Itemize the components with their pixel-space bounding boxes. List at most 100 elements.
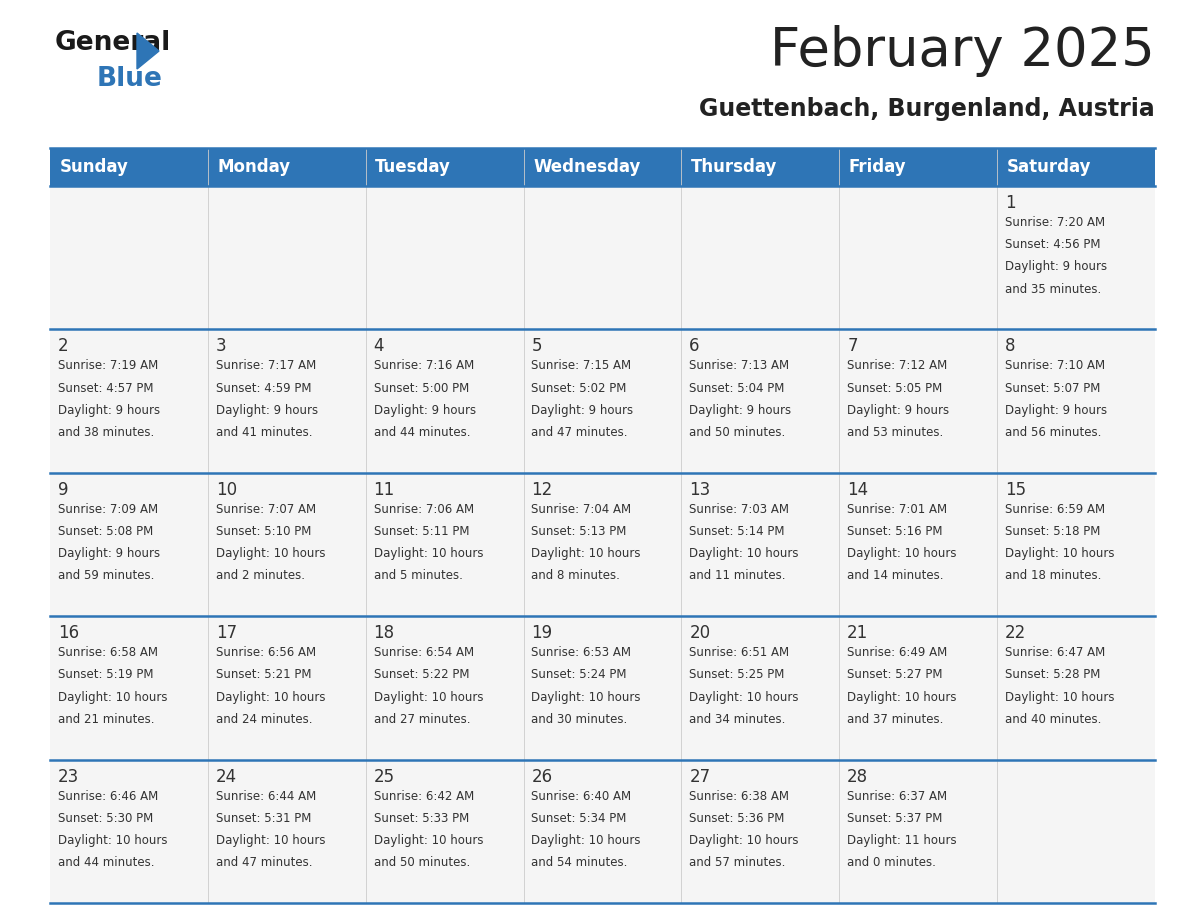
Text: and 27 minutes.: and 27 minutes.: [373, 713, 470, 726]
Text: Sunset: 5:34 PM: Sunset: 5:34 PM: [531, 812, 627, 825]
Text: 3: 3: [216, 338, 227, 355]
Bar: [997, 616, 1155, 759]
Bar: [997, 759, 1155, 903]
Text: Wednesday: Wednesday: [533, 158, 640, 176]
Text: and 56 minutes.: and 56 minutes.: [1005, 426, 1101, 439]
Text: Daylight: 10 hours: Daylight: 10 hours: [847, 547, 956, 560]
Text: Sunrise: 6:58 AM: Sunrise: 6:58 AM: [58, 646, 158, 659]
Text: and 34 minutes.: and 34 minutes.: [689, 713, 785, 726]
Text: Daylight: 10 hours: Daylight: 10 hours: [1005, 547, 1114, 560]
Text: Saturday: Saturday: [1006, 158, 1091, 176]
Bar: [524, 186, 682, 330]
Text: and 54 minutes.: and 54 minutes.: [531, 856, 627, 869]
Text: Sunset: 5:28 PM: Sunset: 5:28 PM: [1005, 668, 1100, 681]
Text: Sunrise: 7:09 AM: Sunrise: 7:09 AM: [58, 503, 158, 516]
Bar: [50, 186, 208, 330]
Text: Daylight: 10 hours: Daylight: 10 hours: [373, 547, 484, 560]
Bar: [839, 330, 997, 473]
Bar: [208, 759, 366, 903]
Text: Monday: Monday: [217, 158, 290, 176]
Text: Daylight: 10 hours: Daylight: 10 hours: [689, 690, 798, 704]
Text: 5: 5: [531, 338, 542, 355]
Bar: [524, 330, 682, 473]
Text: General: General: [55, 30, 171, 56]
Text: Daylight: 9 hours: Daylight: 9 hours: [58, 547, 160, 560]
Text: Daylight: 10 hours: Daylight: 10 hours: [58, 690, 168, 704]
Text: Sunrise: 7:01 AM: Sunrise: 7:01 AM: [847, 503, 947, 516]
Text: 24: 24: [216, 767, 236, 786]
Text: Sunrise: 7:16 AM: Sunrise: 7:16 AM: [373, 360, 474, 373]
Bar: [682, 330, 839, 473]
Text: Sunset: 5:18 PM: Sunset: 5:18 PM: [1005, 525, 1100, 538]
Text: Sunrise: 6:47 AM: Sunrise: 6:47 AM: [1005, 646, 1105, 659]
Text: 19: 19: [531, 624, 552, 643]
Text: and 50 minutes.: and 50 minutes.: [373, 856, 470, 869]
Text: Daylight: 9 hours: Daylight: 9 hours: [1005, 261, 1107, 274]
Text: Daylight: 9 hours: Daylight: 9 hours: [531, 404, 633, 417]
Text: and 2 minutes.: and 2 minutes.: [216, 569, 305, 583]
Text: and 8 minutes.: and 8 minutes.: [531, 569, 620, 583]
Text: and 38 minutes.: and 38 minutes.: [58, 426, 154, 439]
Bar: [839, 616, 997, 759]
Text: 10: 10: [216, 481, 236, 498]
Bar: [997, 330, 1155, 473]
Text: and 35 minutes.: and 35 minutes.: [1005, 283, 1101, 296]
Text: Sunday: Sunday: [59, 158, 128, 176]
Text: Sunset: 5:05 PM: Sunset: 5:05 PM: [847, 382, 942, 395]
Text: Sunset: 5:37 PM: Sunset: 5:37 PM: [847, 812, 942, 825]
Text: and 53 minutes.: and 53 minutes.: [847, 426, 943, 439]
Text: Daylight: 9 hours: Daylight: 9 hours: [847, 404, 949, 417]
Text: Sunrise: 6:44 AM: Sunrise: 6:44 AM: [216, 789, 316, 802]
Text: and 44 minutes.: and 44 minutes.: [58, 856, 154, 869]
Bar: [366, 473, 524, 616]
Text: and 44 minutes.: and 44 minutes.: [373, 426, 470, 439]
Bar: [50, 759, 208, 903]
Bar: [839, 186, 997, 330]
Text: and 40 minutes.: and 40 minutes.: [1005, 713, 1101, 726]
Text: 6: 6: [689, 338, 700, 355]
Text: Daylight: 10 hours: Daylight: 10 hours: [847, 690, 956, 704]
Text: 9: 9: [58, 481, 69, 498]
Text: and 47 minutes.: and 47 minutes.: [531, 426, 628, 439]
Text: Sunrise: 7:15 AM: Sunrise: 7:15 AM: [531, 360, 632, 373]
Text: Sunrise: 7:03 AM: Sunrise: 7:03 AM: [689, 503, 789, 516]
Text: Daylight: 10 hours: Daylight: 10 hours: [531, 547, 642, 560]
Text: Sunset: 4:59 PM: Sunset: 4:59 PM: [216, 382, 311, 395]
Text: Sunrise: 7:07 AM: Sunrise: 7:07 AM: [216, 503, 316, 516]
Bar: [839, 473, 997, 616]
Text: Sunset: 5:00 PM: Sunset: 5:00 PM: [373, 382, 469, 395]
Bar: [366, 186, 524, 330]
Text: Daylight: 10 hours: Daylight: 10 hours: [216, 690, 326, 704]
Text: Thursday: Thursday: [691, 158, 777, 176]
Text: 18: 18: [373, 624, 394, 643]
Text: Sunset: 5:36 PM: Sunset: 5:36 PM: [689, 812, 785, 825]
Text: Daylight: 9 hours: Daylight: 9 hours: [1005, 404, 1107, 417]
Text: 15: 15: [1005, 481, 1026, 498]
Text: Sunrise: 6:54 AM: Sunrise: 6:54 AM: [373, 646, 474, 659]
Text: Sunrise: 6:59 AM: Sunrise: 6:59 AM: [1005, 503, 1105, 516]
Text: Sunrise: 7:20 AM: Sunrise: 7:20 AM: [1005, 216, 1105, 229]
Text: Sunrise: 6:56 AM: Sunrise: 6:56 AM: [216, 646, 316, 659]
Text: 13: 13: [689, 481, 710, 498]
Text: Sunset: 5:25 PM: Sunset: 5:25 PM: [689, 668, 785, 681]
Text: Sunset: 5:11 PM: Sunset: 5:11 PM: [373, 525, 469, 538]
Bar: [839, 759, 997, 903]
Text: Sunset: 5:21 PM: Sunset: 5:21 PM: [216, 668, 311, 681]
Text: 8: 8: [1005, 338, 1016, 355]
Polygon shape: [137, 33, 159, 69]
Text: Sunrise: 6:51 AM: Sunrise: 6:51 AM: [689, 646, 790, 659]
Text: Sunset: 5:10 PM: Sunset: 5:10 PM: [216, 525, 311, 538]
Text: and 24 minutes.: and 24 minutes.: [216, 713, 312, 726]
Text: Sunset: 5:13 PM: Sunset: 5:13 PM: [531, 525, 627, 538]
Text: Sunset: 5:16 PM: Sunset: 5:16 PM: [847, 525, 943, 538]
Text: 27: 27: [689, 767, 710, 786]
Text: Daylight: 9 hours: Daylight: 9 hours: [689, 404, 791, 417]
Text: and 37 minutes.: and 37 minutes.: [847, 713, 943, 726]
Text: Sunset: 5:07 PM: Sunset: 5:07 PM: [1005, 382, 1100, 395]
Text: 21: 21: [847, 624, 868, 643]
Text: Sunrise: 6:46 AM: Sunrise: 6:46 AM: [58, 789, 158, 802]
Text: and 47 minutes.: and 47 minutes.: [216, 856, 312, 869]
Text: Sunrise: 7:12 AM: Sunrise: 7:12 AM: [847, 360, 947, 373]
Text: and 41 minutes.: and 41 minutes.: [216, 426, 312, 439]
Text: Sunrise: 7:04 AM: Sunrise: 7:04 AM: [531, 503, 632, 516]
